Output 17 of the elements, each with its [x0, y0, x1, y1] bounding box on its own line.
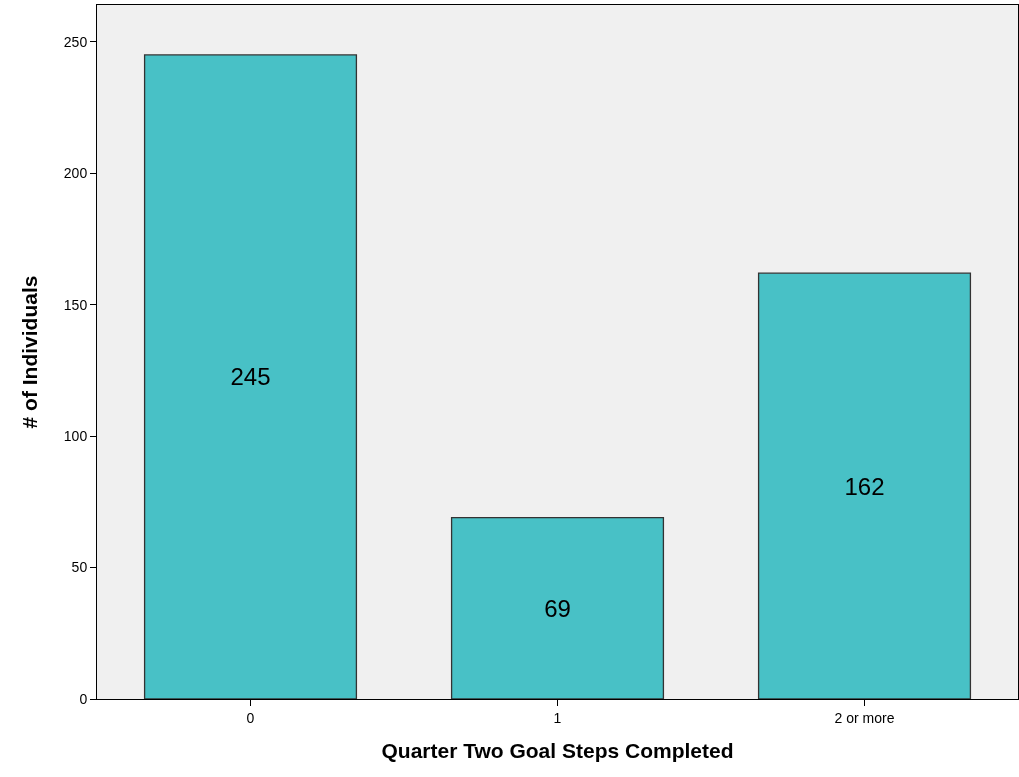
y-tick-label: 50 [71, 559, 88, 576]
x-tick-label: 0 [246, 709, 255, 726]
bar [757, 272, 972, 699]
x-tick-label: 2 or more [834, 709, 895, 726]
data-label: 69 [544, 594, 571, 622]
bar [450, 516, 665, 699]
bar [143, 54, 358, 699]
y-tick-label: 250 [63, 33, 88, 50]
y-axis-title: # of Individuals [17, 275, 41, 429]
y-tick-label: 0 [79, 690, 88, 707]
x-axis-title: Quarter Two Goal Steps Completed [381, 739, 734, 762]
y-tick-label: 200 [63, 165, 88, 182]
data-label: 162 [844, 472, 885, 500]
data-label: 245 [230, 363, 271, 391]
y-tick-label: 100 [63, 428, 88, 445]
y-tick-label: 150 [63, 296, 88, 313]
x-tick-label: 1 [553, 709, 562, 726]
